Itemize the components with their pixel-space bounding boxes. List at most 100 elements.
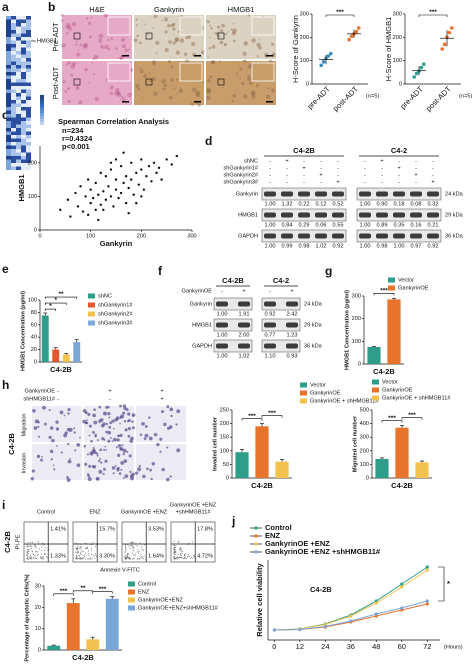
texture <box>217 25 221 29</box>
data-point <box>135 201 138 205</box>
condition-sign: - <box>415 158 417 164</box>
texture <box>175 78 179 81</box>
heatmap-cell <box>11 114 16 118</box>
event <box>183 558 185 560</box>
heatmap-cell <box>16 159 21 163</box>
texture <box>251 38 256 43</box>
x-tick-label: 72 <box>423 642 431 651</box>
data-point <box>414 71 419 76</box>
event <box>132 545 134 547</box>
sig-label: * <box>49 303 52 310</box>
cell <box>103 449 106 452</box>
heatmap-cell <box>26 100 31 104</box>
heatmap-cell <box>6 86 11 90</box>
cell <box>116 466 120 471</box>
colorbar <box>40 119 44 122</box>
cell <box>131 413 136 417</box>
bar <box>255 426 269 478</box>
event <box>141 546 143 548</box>
event <box>173 548 175 550</box>
y-tick-label: 20 <box>31 347 37 353</box>
heatmap-cell <box>21 40 26 44</box>
data-point <box>102 190 105 193</box>
condition-sign: - <box>320 179 322 185</box>
event <box>126 554 128 556</box>
condition-sign: - <box>320 158 322 164</box>
cell <box>88 464 92 468</box>
condition-sign: - <box>109 396 111 402</box>
data-point <box>89 188 92 191</box>
blot-band <box>264 191 276 197</box>
cell <box>92 447 95 450</box>
heatmap-cell <box>26 166 31 170</box>
bar <box>105 598 119 650</box>
micrograph <box>32 444 82 480</box>
texture <box>148 72 151 74</box>
heatmap-cell <box>11 79 16 83</box>
cell <box>144 433 149 438</box>
cell <box>120 414 125 419</box>
heatmap-cell <box>6 16 11 20</box>
band-quant: 0.84 <box>282 222 293 228</box>
cell <box>97 439 100 442</box>
band-quant: 1.00 <box>217 353 228 359</box>
texture <box>172 41 176 45</box>
texture <box>161 79 166 84</box>
plot-title: Control <box>37 509 55 515</box>
event <box>141 556 143 558</box>
condition-sign: + <box>431 179 434 185</box>
column-title: Gankyrin <box>154 5 184 14</box>
condition-sign: - <box>381 179 383 185</box>
cell <box>143 437 147 441</box>
texture <box>94 97 99 102</box>
colorbar <box>40 122 44 125</box>
event <box>141 557 143 559</box>
event <box>180 547 182 549</box>
cell <box>87 477 92 482</box>
texture <box>102 47 105 49</box>
condition-sign: - <box>286 172 288 178</box>
heatmap-cell <box>16 107 21 111</box>
cell <box>67 412 70 415</box>
event <box>176 556 178 558</box>
quadrant-value: 1.41% <box>50 526 66 532</box>
heatmap-cell <box>26 65 31 69</box>
event <box>80 547 82 549</box>
cell <box>50 458 53 461</box>
heatmap-cell <box>21 16 26 20</box>
heatmap-cell <box>21 51 26 55</box>
y-axis-title: HMGB1 Concentration (pg/ml) <box>20 291 26 371</box>
y-tick-label: 100 <box>28 194 37 200</box>
heatmap-cell <box>16 65 21 69</box>
cell <box>117 444 122 448</box>
y-tick-label: 200 <box>393 35 402 41</box>
data-point <box>84 195 87 198</box>
roi-box <box>73 32 81 40</box>
event <box>28 550 30 552</box>
blot-band <box>216 343 228 349</box>
cell <box>166 477 170 482</box>
texture <box>243 94 248 99</box>
sig-label: *** <box>336 9 344 16</box>
texture <box>83 42 88 48</box>
heatmap-cell <box>16 142 21 146</box>
texture <box>167 60 172 64</box>
texture <box>136 34 139 38</box>
event <box>32 557 34 559</box>
event <box>48 549 50 551</box>
texture <box>120 37 126 42</box>
texture <box>258 46 262 50</box>
y-tick-label: 300 <box>352 293 361 299</box>
texture <box>176 93 178 95</box>
cell <box>41 456 43 458</box>
heatmap-cell <box>26 110 31 114</box>
legend-label: GankyrinOE + shHMGB11# <box>382 395 451 401</box>
event <box>132 558 134 560</box>
event <box>75 548 77 550</box>
heatmap-cell <box>26 30 31 34</box>
x-axis-title: C4-2B <box>50 365 72 374</box>
heatmap-cell <box>21 166 26 170</box>
heatmap-cell <box>21 68 26 72</box>
note: (n=5) <box>366 93 379 99</box>
condition-sign: + <box>302 165 305 171</box>
